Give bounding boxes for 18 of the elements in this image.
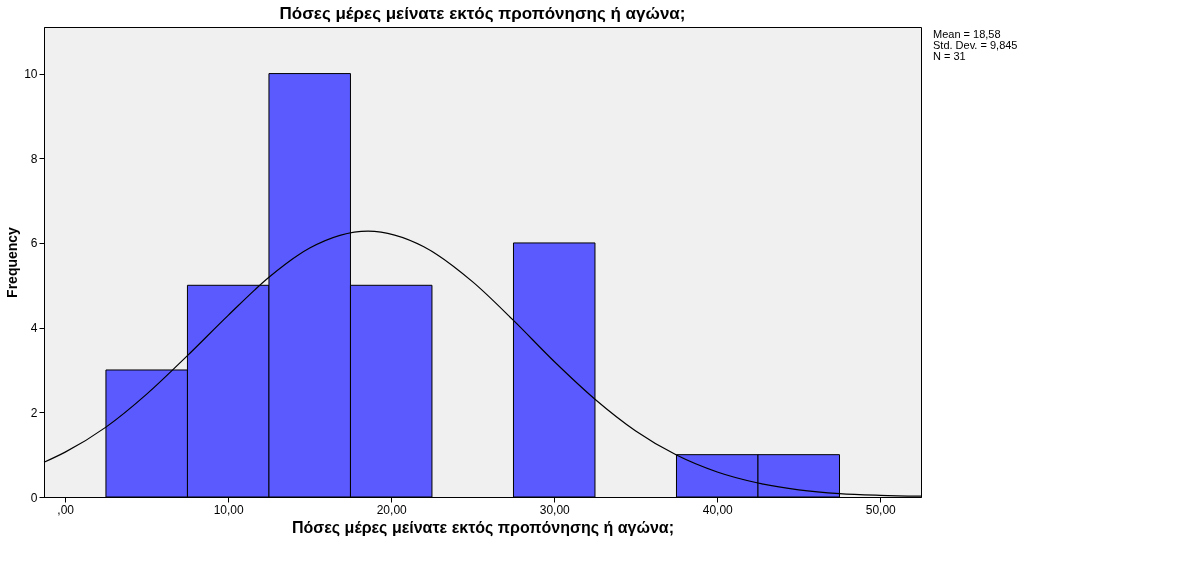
y-tick-label: 4 [30, 321, 38, 336]
x-tick-label: 50,00 [865, 502, 897, 517]
x-tick-label: 40,00 [702, 502, 734, 517]
x-tick-label: 20,00 [376, 502, 408, 517]
y-tick-label: 6 [30, 236, 38, 251]
chart-title: Πόσες μέρες μείνατε εκτός προπόνησης ή αγώνα; [279, 4, 686, 23]
x-tick-label: ,00 [57, 502, 75, 517]
x-tick-label: 10,00 [213, 502, 245, 517]
x-tick-label: 30,00 [539, 502, 571, 517]
text: N = 31 [933, 50, 966, 62]
y-axis-title: Frequency [4, 226, 21, 298]
y-tick-label: 0 [30, 490, 38, 505]
y-tick-label: 10 [24, 67, 38, 82]
y-tick-label: 8 [30, 151, 38, 166]
text: Std. Dev. = 9,845 [933, 39, 1018, 51]
text: Mean = 18,58 [933, 28, 1001, 40]
x-axis-title: Πόσες μέρες μείνατε εκτός προπόνησης ή αγώνα; [291, 518, 675, 537]
y-tick-label: 2 [30, 405, 38, 420]
